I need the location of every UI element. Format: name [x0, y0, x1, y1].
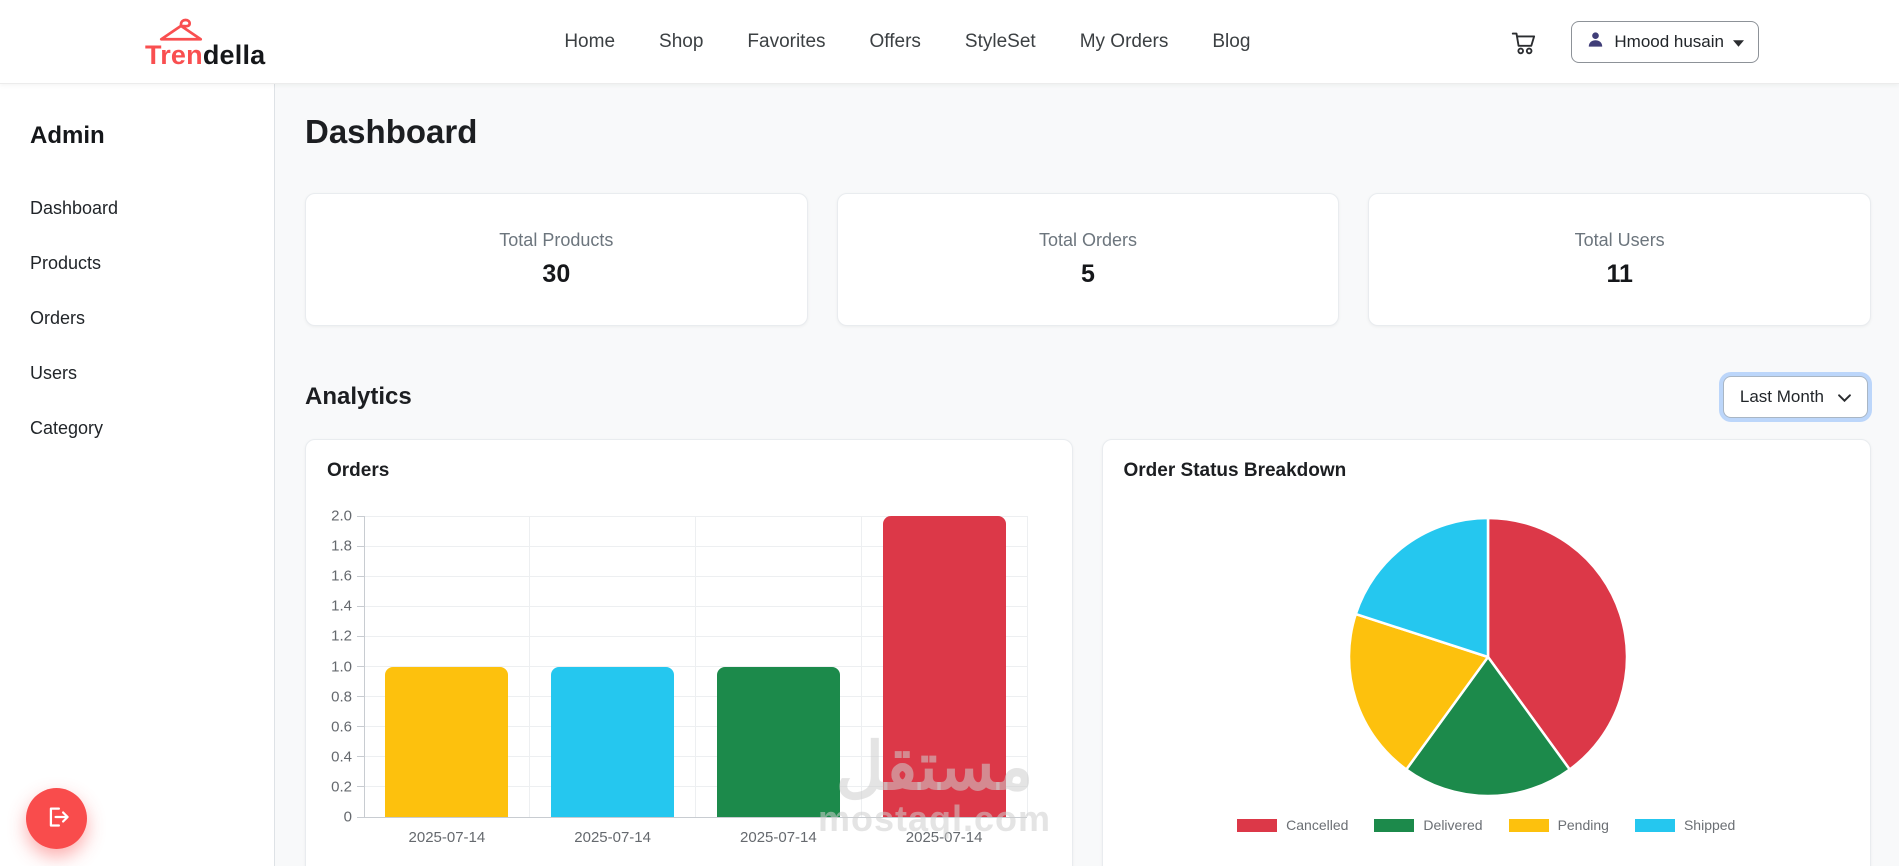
orders-bar-chart-card: Orders 0 0.2 0.4 0.6 0.8 1.0 1.2 1.4 1.6 1.8 2.0 20…: [305, 439, 1073, 866]
pie-legend: Cancelled Delivered Pending Shipped: [1103, 817, 1871, 833]
stats-row: Total Products 30 Total Orders 5 Total U…: [305, 193, 1872, 326]
nav-link-home[interactable]: Home: [564, 30, 616, 52]
brand-logo[interactable]: Trendella: [145, 14, 265, 69]
sidebar-title: Admin: [30, 122, 105, 149]
nav-link-styleset[interactable]: StyleSet: [964, 30, 1036, 52]
legend-item-pending: Pending: [1508, 817, 1609, 833]
bar-3: [716, 666, 840, 817]
y-axis-tick: 0.2: [331, 778, 352, 796]
user-menu-button[interactable]: Hmood husain: [1571, 20, 1759, 63]
y-axis-tick: 1.0: [331, 658, 352, 675]
x-axis-tick: 2025-07-14: [574, 829, 651, 846]
stat-card-total-orders: Total Orders 5: [836, 193, 1340, 326]
pie-chart: [1347, 516, 1628, 798]
y-axis-tick: 0.6: [331, 718, 352, 736]
sidebar-item-dashboard[interactable]: Dashboard: [30, 198, 119, 218]
bar-chart-plot: 0 0.2 0.4 0.6 0.8 1.0 1.2 1.4 1.6 1.8 2.0 2025-07-1…: [331, 508, 1028, 846]
pie-slice-cancelled: [1486, 516, 1628, 771]
admin-sidebar: Admin Dashboard Products Orders Users Ca…: [0, 84, 275, 866]
y-axis-tick: 0: [343, 808, 352, 826]
stat-label: Total Products: [499, 230, 614, 250]
y-axis-tick: 1.2: [331, 627, 352, 645]
person-icon: [1586, 30, 1605, 54]
y-axis-tick: 1.6: [331, 567, 352, 585]
caret-down-icon: [1733, 32, 1744, 52]
legend-item-shipped: Shipped: [1634, 817, 1736, 833]
analytics-header: Analytics Last Month: [305, 376, 1871, 418]
legend-swatch: [1508, 818, 1549, 832]
sidebar-item-category[interactable]: Category: [30, 418, 104, 438]
y-axis-tick: 1.8: [331, 537, 352, 555]
bar-4: [882, 516, 1006, 817]
logout-icon: [42, 802, 72, 835]
nav-link-my-orders[interactable]: My Orders: [1079, 30, 1169, 52]
stat-card-total-users: Total Users 11: [1368, 193, 1872, 326]
nav-link-favorites[interactable]: Favorites: [747, 30, 826, 52]
pie-slice-delivered: [1404, 655, 1571, 798]
period-select-value: Last Month: [1739, 387, 1824, 406]
bar-1: [385, 666, 509, 817]
main-content: Dashboard Total Products 30 Total Orders…: [276, 84, 1899, 866]
chevron-down-icon: [1838, 387, 1851, 407]
legend-swatch: [1237, 818, 1278, 832]
legend-label: Shipped: [1683, 817, 1736, 833]
sidebar-item-orders[interactable]: Orders: [30, 308, 86, 328]
navbar: Trendella Home Shop Favorites Offers Sty…: [0, 0, 1899, 84]
period-select[interactable]: Last Month: [1722, 376, 1868, 418]
stat-card-total-products: Total Products 30: [305, 193, 808, 326]
sidebar-item-products[interactable]: Products: [30, 253, 102, 273]
nav-link-blog[interactable]: Blog: [1212, 30, 1251, 52]
legend-item-cancelled: Cancelled: [1237, 817, 1348, 833]
x-axis-tick: 2025-07-14: [408, 829, 486, 846]
bar-2: [551, 666, 675, 817]
legend-item-delivered: Delivered: [1374, 817, 1483, 833]
brand-name: Trendella: [145, 40, 266, 70]
page-title: Dashboard: [305, 113, 478, 150]
legend-swatch: [1634, 818, 1675, 832]
hanger-icon: [145, 14, 207, 42]
y-axis-tick: 0.4: [331, 748, 352, 766]
pie-slice-shipped: [1354, 516, 1489, 659]
nav-link-shop[interactable]: Shop: [659, 30, 704, 52]
logout-button[interactable]: [26, 788, 87, 849]
legend-swatch: [1374, 818, 1415, 832]
stat-value: 30: [542, 260, 571, 288]
charts-row: Orders 0 0.2 0.4 0.6 0.8 1.0 1.2 1.4 1.6 1.8 2.0 20…: [305, 439, 1871, 866]
stat-value: 5: [1081, 260, 1095, 288]
nav-link-offers[interactable]: Offers: [869, 30, 921, 52]
user-name: Hmood husain: [1614, 31, 1724, 51]
analytics-title: Analytics: [305, 383, 412, 410]
legend-label: Cancelled: [1286, 817, 1349, 833]
legend-label: Pending: [1557, 817, 1609, 833]
bar-chart-title: Orders: [327, 460, 390, 481]
main-nav: Home Shop Favorites Offers StyleSet My O…: [524, 31, 1250, 53]
y-axis-tick: 0.8: [331, 688, 352, 706]
pie-chart-title: Order Status Breakdown: [1123, 460, 1347, 481]
order-status-pie-card: Order Status Breakdown Cancelled Delivere…: [1101, 439, 1871, 866]
pie-slice-pending: [1347, 612, 1489, 771]
x-axis-tick: 2025-07-14: [740, 829, 817, 846]
sidebar-menu: Dashboard Products Orders Users Category: [30, 198, 254, 439]
stat-value: 11: [1606, 260, 1633, 288]
cart-icon[interactable]: [1509, 27, 1539, 57]
y-axis-tick: 2.0: [331, 507, 352, 525]
sidebar-item-users[interactable]: Users: [30, 363, 78, 383]
y-axis-tick: 1.4: [331, 597, 352, 615]
navbar-right: Hmood husain: [1509, 20, 1759, 63]
stat-label: Total Orders: [1038, 230, 1138, 250]
legend-label: Delivered: [1423, 817, 1483, 833]
stat-label: Total Users: [1574, 230, 1665, 250]
x-axis-tick: 2025-07-14: [905, 829, 983, 846]
